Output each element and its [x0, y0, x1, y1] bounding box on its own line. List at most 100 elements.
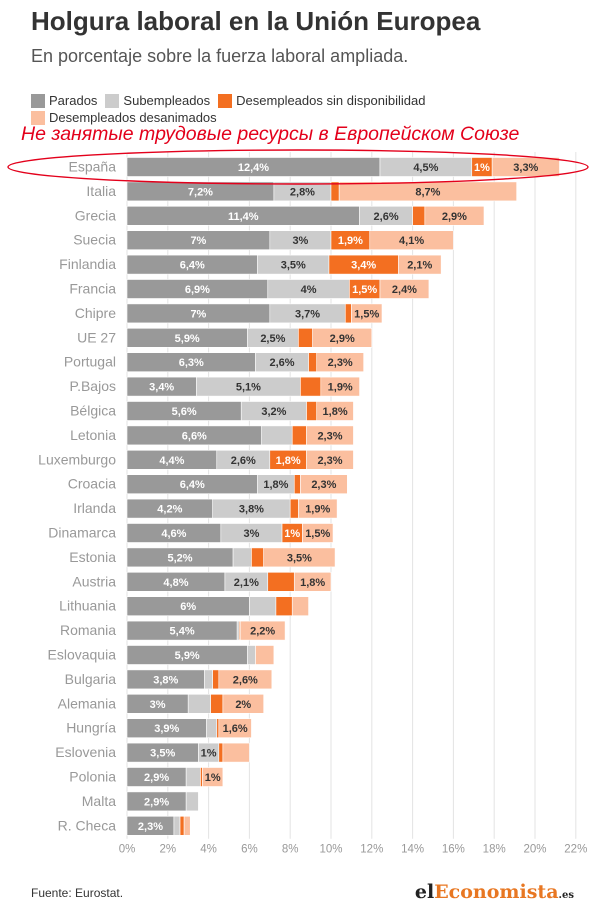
- data-label: 2,9%: [330, 333, 355, 345]
- data-label: 4,5%: [413, 162, 438, 174]
- bar-segment: [312, 327, 373, 348]
- legend-label-sin-disponibilidad: Desempleados sin disponibilidad: [236, 93, 426, 108]
- data-label: 1%: [474, 162, 490, 174]
- data-label: 6,4%: [180, 479, 205, 491]
- legend-label-parados: Parados: [49, 93, 98, 108]
- data-label: 4,4%: [159, 455, 184, 467]
- bar-segment: [261, 425, 293, 446]
- legend-swatch-subempleados: [105, 93, 120, 108]
- bar-segment: [412, 206, 426, 226]
- bar-segment: [183, 815, 191, 836]
- data-label: 7,2%: [188, 186, 213, 198]
- data-label: 3%: [243, 528, 259, 540]
- data-label: 1,8%: [263, 479, 288, 491]
- data-label: 1%: [284, 528, 300, 540]
- bar-segment: [369, 230, 454, 250]
- data-label: 2,2%: [250, 626, 275, 638]
- category-label: Eslovaquia: [48, 647, 117, 663]
- data-label: 1,9%: [338, 235, 363, 247]
- data-label: 2,3%: [328, 357, 353, 369]
- data-label: 4,1%: [399, 235, 424, 247]
- data-label: 8,7%: [415, 186, 440, 198]
- x-tick-label: 12%: [360, 844, 383, 856]
- bar-segment: [222, 742, 250, 763]
- bar-segment: [491, 157, 560, 177]
- bar-segment: [185, 791, 199, 812]
- bar-segment: [344, 303, 352, 324]
- data-label: 3,5%: [287, 552, 312, 564]
- category-label: Finlandia: [59, 256, 116, 272]
- data-label: 2,6%: [233, 674, 258, 686]
- source-note: Fuente: Eurostat.: [31, 886, 124, 900]
- data-label: 3,3%: [513, 162, 538, 174]
- legend-label-subempleados: Subempleados: [123, 93, 211, 108]
- category-label: UE 27: [77, 329, 116, 345]
- bar-segment: [202, 767, 224, 787]
- data-label: 3,7%: [295, 308, 320, 320]
- x-tick-label: 16%: [442, 844, 465, 856]
- data-label: 6,3%: [179, 357, 204, 369]
- x-tick-label: 8%: [282, 844, 299, 856]
- category-label: Bulgaria: [65, 671, 117, 687]
- data-label: 2,3%: [138, 821, 163, 833]
- annotation-russian-caption: Не занятые трудовые ресурсы в Европейско…: [21, 123, 520, 145]
- data-label: 7%: [190, 308, 206, 320]
- category-label: R. Checa: [58, 817, 117, 833]
- x-tick-label: 20%: [523, 844, 546, 856]
- data-label: 3,4%: [351, 260, 376, 272]
- bar-segment: [298, 498, 338, 519]
- data-label: 1,5%: [352, 284, 377, 296]
- data-label: 1,9%: [328, 382, 353, 394]
- data-label: 3,5%: [150, 748, 175, 760]
- data-label: 3%: [292, 235, 308, 247]
- category-label: Lithuania: [59, 598, 116, 614]
- data-label: 11,4%: [228, 211, 259, 223]
- data-label: 1,6%: [223, 723, 248, 735]
- category-label: Romania: [60, 622, 116, 638]
- data-label: 5,4%: [170, 626, 195, 638]
- data-label: 3,8%: [153, 674, 178, 686]
- bar-segment: [302, 523, 334, 543]
- category-label: Eslovenia: [55, 744, 116, 760]
- data-label: 2,3%: [317, 455, 342, 467]
- category-label: Suecia: [73, 232, 116, 248]
- bar-segment: [291, 425, 307, 446]
- bar-segment: [275, 596, 293, 617]
- category-label: Francia: [69, 281, 116, 297]
- bar-segment: [255, 645, 275, 665]
- data-label: 2%: [235, 699, 251, 711]
- bar-segment: [293, 474, 301, 495]
- x-tick-label: 0%: [119, 844, 136, 856]
- data-label: 4%: [301, 284, 317, 296]
- bar-segment: [236, 620, 240, 641]
- x-tick-label: 10%: [319, 844, 342, 856]
- bar-segment: [247, 645, 256, 665]
- data-label: 1,8%: [300, 577, 325, 589]
- data-label: 3,2%: [261, 406, 286, 418]
- category-label: Italia: [86, 183, 116, 199]
- data-label: 2,6%: [270, 357, 295, 369]
- data-label: 1,9%: [305, 504, 330, 516]
- category-label: Dinamarca: [48, 525, 116, 541]
- bar-segment: [187, 693, 211, 714]
- bar-segment: [200, 767, 203, 787]
- bar-segment: [210, 693, 224, 714]
- x-tick-label: 18%: [483, 844, 506, 856]
- data-label: 1,5%: [354, 308, 379, 320]
- data-label: 4,8%: [163, 577, 188, 589]
- data-label: 4,6%: [161, 528, 186, 540]
- data-label: 1,8%: [276, 455, 301, 467]
- page-title: Holgura laboral en la Unión Europea: [31, 6, 481, 36]
- bar-segment: [185, 767, 201, 787]
- bar-segment: [204, 669, 213, 690]
- category-label: Croacia: [68, 476, 116, 492]
- bar-segment: [306, 449, 354, 470]
- bar-segment: [212, 669, 220, 690]
- brand-prefix: el: [414, 881, 435, 903]
- bar-segment: [179, 815, 185, 836]
- legend-item-desanimados: Desempleados desanimados: [31, 110, 217, 125]
- category-label: Malta: [82, 793, 116, 809]
- data-label: 2,1%: [407, 260, 432, 272]
- data-label: 3,4%: [149, 382, 174, 394]
- chart-legend: Parados Subempleados Desempleados sin di…: [31, 92, 491, 126]
